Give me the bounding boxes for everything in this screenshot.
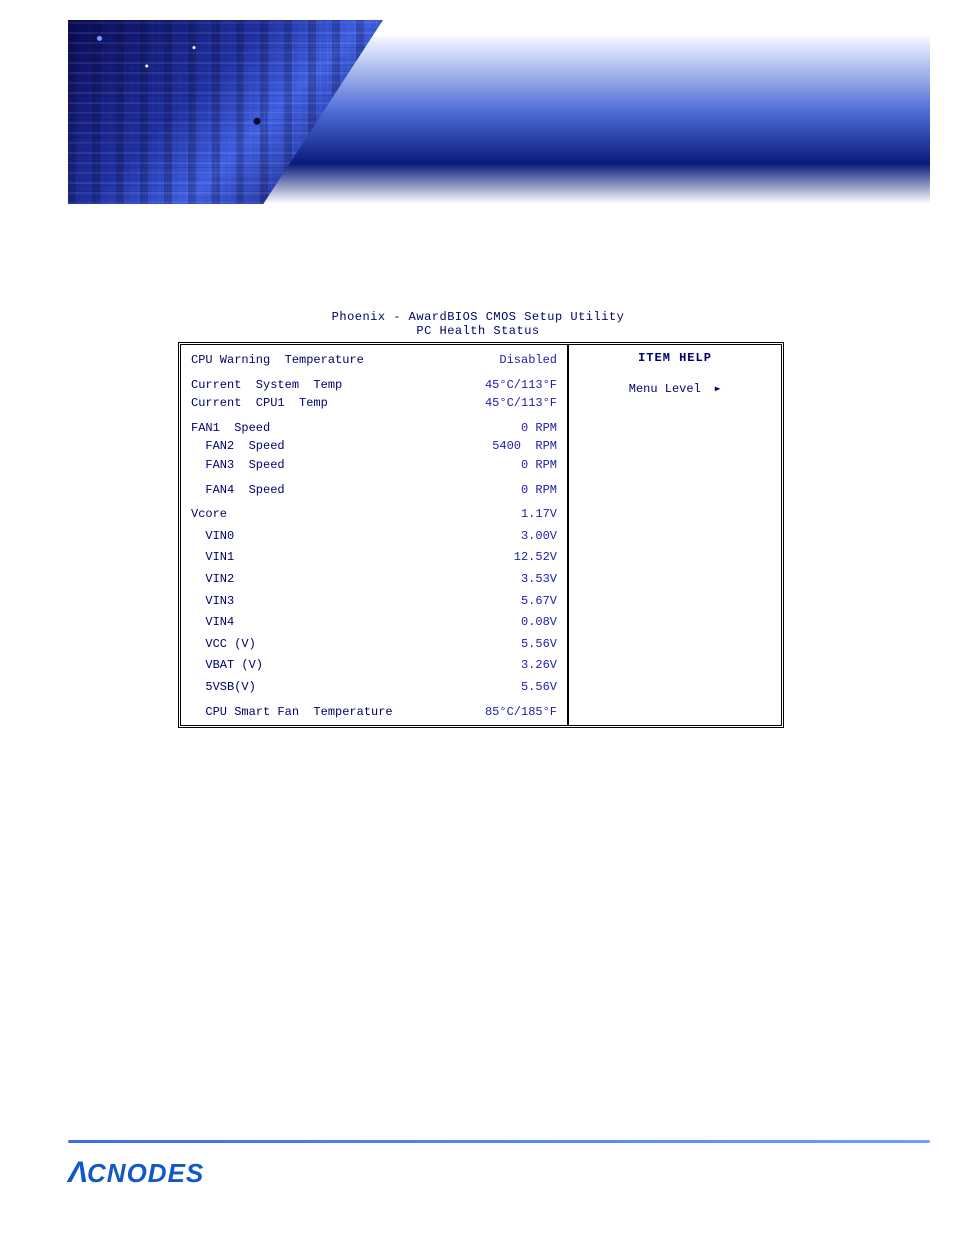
menu-level: Menu Level ▸ [573, 381, 777, 396]
bios-row: FAN3 Speed 0 RPM [191, 456, 557, 475]
bios-row-value: 12.52V [457, 548, 557, 567]
menu-level-arrow-icon: ▸ [713, 381, 722, 396]
bios-row-value: 45°C/113°F [457, 394, 557, 413]
bios-row: VIN2 3.53V [191, 570, 557, 589]
bios-row-label: FAN1 Speed [191, 419, 270, 438]
footer-rule [68, 1140, 930, 1143]
bios-row-value: 1.17V [457, 505, 557, 524]
bios-row: VIN4 0.08V [191, 613, 557, 632]
bios-row[interactable]: CPU Warning Temperature Disabled [191, 351, 557, 370]
bios-screenshot: Phoenix - AwardBIOS CMOS Setup Utility P… [178, 310, 778, 728]
bios-row: Current System Temp 45°C/113°F [191, 376, 557, 395]
bios-row-label: FAN4 Speed [191, 481, 285, 500]
bios-row-label: VIN1 [191, 548, 234, 567]
bios-row-value: 85°C/185°F [457, 703, 557, 722]
bios-row[interactable]: CPU Smart Fan Temperature 85°C/185°F [191, 703, 557, 722]
page: Phoenix - AwardBIOS CMOS Setup Utility P… [0, 0, 954, 1235]
bios-row-label: VIN4 [191, 613, 234, 632]
bios-row-label: CPU Smart Fan Temperature [191, 703, 393, 722]
bios-row-value: 3.26V [457, 656, 557, 675]
bios-row-value: 5400 RPM [457, 437, 557, 456]
bios-row: FAN2 Speed 5400 RPM [191, 437, 557, 456]
bios-row-label: VBAT (V) [191, 656, 263, 675]
bios-row: VCC (V) 5.56V [191, 635, 557, 654]
bios-row-value: 3.00V [457, 527, 557, 546]
bios-row-label: FAN2 Speed [191, 437, 285, 456]
bios-row-value: 0 RPM [457, 456, 557, 475]
bios-row-label: VIN2 [191, 570, 234, 589]
bios-help-panel: ITEM HELP Menu Level ▸ [569, 345, 781, 725]
bios-row-value: 45°C/113°F [457, 376, 557, 395]
menu-level-label: Menu Level [629, 382, 701, 396]
bios-row: Current CPU1 Temp 45°C/113°F [191, 394, 557, 413]
bios-title-line-2: PC Health Status [178, 324, 778, 338]
brand-logo: Λ CNODES [68, 1156, 204, 1190]
bios-row-value: 0 RPM [457, 419, 557, 438]
bios-left-panel: CPU Warning Temperature Disabled Current S… [181, 345, 569, 725]
header-banner [68, 20, 930, 204]
bios-row: 5VSB(V) 5.56V [191, 678, 557, 697]
bios-row: FAN4 Speed 0 RPM [191, 481, 557, 500]
bios-row-label: VCC (V) [191, 635, 256, 654]
bios-row: Vcore 1.17V [191, 505, 557, 524]
bios-row-label: Current System Temp [191, 376, 342, 395]
bios-row-label: Vcore [191, 505, 227, 524]
bios-row-label: VIN3 [191, 592, 234, 611]
logo-caret-icon: Λ [68, 1156, 89, 1190]
bios-row: FAN1 Speed 0 RPM [191, 419, 557, 438]
bios-title-line-1: Phoenix - AwardBIOS CMOS Setup Utility [178, 310, 778, 324]
bios-row-label: FAN3 Speed [191, 456, 285, 475]
pcb-art [68, 20, 383, 204]
bios-row-label: Current CPU1 Temp [191, 394, 328, 413]
bios-row-value: 5.67V [457, 592, 557, 611]
bios-row-value: 0 RPM [457, 481, 557, 500]
logo-text: CNODES [87, 1158, 204, 1189]
bios-row-value: 5.56V [457, 635, 557, 654]
bios-row: VBAT (V) 3.26V [191, 656, 557, 675]
bios-row-label: VIN0 [191, 527, 234, 546]
bios-row-label: 5VSB(V) [191, 678, 256, 697]
bios-table: CPU Warning Temperature Disabled Current S… [178, 342, 784, 728]
bios-row: VIN3 5.67V [191, 592, 557, 611]
bios-row-value: 5.56V [457, 678, 557, 697]
item-help-heading: ITEM HELP [573, 351, 777, 365]
bios-row-value: 3.53V [457, 570, 557, 589]
bios-row: VIN1 12.52V [191, 548, 557, 567]
bios-row-value: Disabled [457, 351, 557, 370]
bios-row: VIN0 3.00V [191, 527, 557, 546]
bios-row-value: 0.08V [457, 613, 557, 632]
bios-row-label: CPU Warning Temperature [191, 351, 364, 370]
